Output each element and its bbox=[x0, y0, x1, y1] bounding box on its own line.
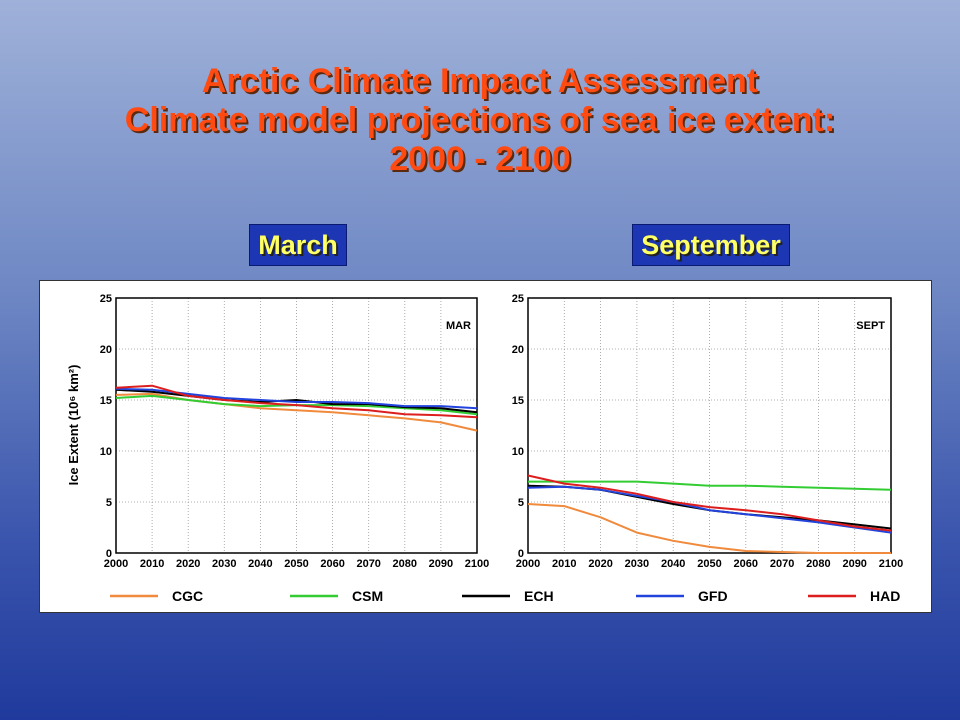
y-tick-label: 15 bbox=[100, 395, 112, 407]
x-tick-label: 2100 bbox=[879, 558, 903, 570]
x-tick-label: 2010 bbox=[140, 558, 164, 570]
plot-frame bbox=[527, 297, 892, 554]
slide-title: Arctic Climate Impact Assessment Climate… bbox=[0, 62, 960, 179]
x-tick-label: 2090 bbox=[429, 558, 453, 570]
legend-label-csm: CSM bbox=[352, 588, 383, 604]
y-axis-title: Ice Extent (10⁶ km²) bbox=[66, 365, 81, 486]
ice-extent-charts: Ice Extent (10⁶ km²)2000 2010 2020 2030 2040… bbox=[66, 293, 903, 604]
x-tick-label: 2080 bbox=[393, 558, 417, 570]
x-tick-label: 2050 bbox=[697, 558, 721, 570]
x-tick-label: 2090 bbox=[842, 558, 866, 570]
y-tick-label: 25 bbox=[100, 293, 112, 305]
series-line-had bbox=[527, 474, 892, 532]
legend-label-cgc: CGC bbox=[172, 588, 203, 604]
x-tick-label: 2080 bbox=[806, 558, 830, 570]
x-tick-label: 2070 bbox=[770, 558, 794, 570]
x-tick-label: 2030 bbox=[625, 558, 649, 570]
y-tick-label: 20 bbox=[100, 344, 112, 356]
x-tick-label: 2070 bbox=[356, 558, 380, 570]
title-line-1: Arctic Climate Impact Assessment bbox=[201, 62, 759, 100]
x-tick-label: 2100 bbox=[465, 558, 489, 570]
title-line-2: Climate model projections of sea ice ext… bbox=[124, 101, 836, 139]
series-line-had bbox=[115, 384, 478, 419]
legend-label-had: HAD bbox=[870, 588, 900, 604]
y-tick-label: 10 bbox=[512, 446, 524, 458]
series-line-csm bbox=[528, 480, 892, 491]
plot-frame bbox=[115, 297, 478, 554]
y-tick-label: 25 bbox=[512, 293, 524, 305]
y-tick-label: 15 bbox=[512, 395, 524, 407]
y-tick-label: 0 bbox=[106, 548, 112, 560]
x-tick-label: 2000 bbox=[516, 558, 540, 570]
y-tick-label: 20 bbox=[512, 344, 524, 356]
y-tick-label: 5 bbox=[518, 497, 524, 509]
x-tick-label: 2040 bbox=[248, 558, 272, 570]
chart-panel: Ice Extent (10⁶ km²) 2000 2010 2020 2030 2040… bbox=[39, 280, 932, 613]
x-tick-label: 2040 bbox=[661, 558, 685, 570]
series-line-ech bbox=[115, 388, 478, 414]
y-tick-label: 10 bbox=[100, 446, 112, 458]
x-tick-label: 2030 bbox=[212, 558, 236, 570]
march-label: March bbox=[249, 224, 347, 266]
legend-label-ech: ECH bbox=[524, 588, 554, 604]
x-tick-label: 2020 bbox=[176, 558, 200, 570]
legend-label-gfd: GFD bbox=[698, 588, 728, 604]
panel-label: MAR bbox=[446, 320, 471, 332]
series-line-gfd bbox=[527, 485, 892, 534]
x-tick-label: 2020 bbox=[588, 558, 612, 570]
panel-label: SEPT bbox=[856, 320, 885, 332]
y-tick-label: 0 bbox=[518, 548, 524, 560]
x-tick-label: 2060 bbox=[734, 558, 758, 570]
september-label: September bbox=[632, 224, 790, 266]
y-tick-label: 5 bbox=[106, 497, 112, 509]
x-tick-label: 2000 bbox=[104, 558, 128, 570]
series-line-cgc bbox=[527, 503, 891, 554]
x-tick-label: 2010 bbox=[552, 558, 576, 570]
x-tick-label: 2060 bbox=[320, 558, 344, 570]
title-line-3: 2000 - 2100 bbox=[389, 140, 571, 178]
x-tick-label: 2050 bbox=[284, 558, 308, 570]
